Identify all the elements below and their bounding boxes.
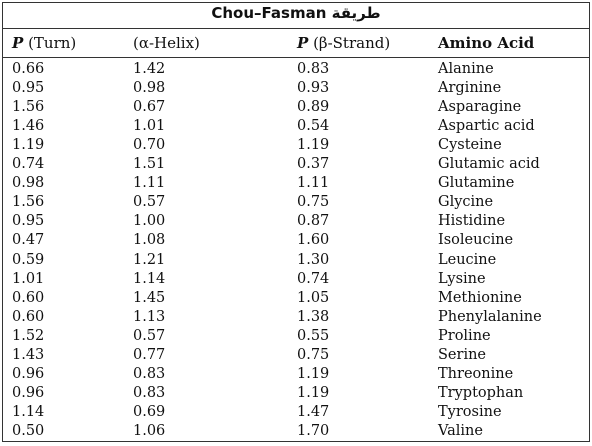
column-header: P (Turn) bbox=[12, 34, 76, 52]
propensity-value: 0.74 bbox=[297, 270, 330, 287]
propensity-value: 0.66 bbox=[12, 61, 45, 77]
propensity-value: 0.57 bbox=[133, 327, 166, 344]
propensity-value: 0.83 bbox=[133, 384, 166, 401]
header-symbol: P bbox=[297, 34, 309, 52]
propensity-value: 0.87 bbox=[297, 213, 330, 230]
propensity-value: 0.50 bbox=[12, 422, 45, 439]
propensity-value: 0.74 bbox=[12, 156, 45, 173]
propensity-value: 1.05 bbox=[297, 289, 330, 306]
propensity-value: 1.11 bbox=[297, 175, 330, 192]
amino-acid-name: Threonine bbox=[438, 365, 514, 382]
amino-acid-name: Glycine bbox=[438, 194, 494, 211]
propensity-value: 0.98 bbox=[133, 80, 166, 97]
header-text: Amino Acid bbox=[438, 34, 535, 52]
propensity-value: 1.19 bbox=[12, 137, 45, 154]
propensity-value: 1.42 bbox=[133, 61, 166, 77]
amino-acid-name: Glutamine bbox=[438, 175, 515, 192]
propensity-value: 1.56 bbox=[12, 194, 45, 211]
propensity-value: 0.95 bbox=[12, 80, 45, 97]
header-text: (β-Strand) bbox=[313, 34, 391, 52]
propensity-value: 0.98 bbox=[12, 175, 45, 192]
amino-acid-name: Leucine bbox=[438, 251, 497, 268]
propensity-value: 1.46 bbox=[12, 118, 45, 135]
propensity-value: 1.30 bbox=[297, 251, 330, 268]
propensity-value: 1.06 bbox=[133, 422, 166, 439]
amino-acid-name: Methionine bbox=[438, 289, 522, 306]
amino-acid-name: Asparagine bbox=[438, 99, 522, 116]
propensity-value: 0.55 bbox=[297, 327, 330, 344]
propensity-value: 0.93 bbox=[297, 80, 330, 97]
propensity-value: 0.75 bbox=[297, 346, 330, 363]
propensity-value: 0.83 bbox=[297, 61, 330, 77]
propensity-value: 0.57 bbox=[133, 194, 166, 211]
header-text: (α-Helix) bbox=[133, 34, 200, 52]
amino-acid-name: Cysteine bbox=[438, 137, 502, 154]
header-symbol: P bbox=[12, 34, 24, 52]
propensity-value: 0.95 bbox=[12, 213, 45, 230]
amino-acid-name: Tryptophan bbox=[438, 384, 524, 401]
propensity-value: 0.75 bbox=[297, 194, 330, 211]
amino-acid-name: Proline bbox=[438, 327, 491, 344]
header-text: (Turn) bbox=[28, 34, 77, 52]
propensity-value: 1.47 bbox=[297, 403, 330, 420]
propensity-value: 0.47 bbox=[12, 232, 45, 249]
propensity-value: 1.19 bbox=[297, 137, 330, 154]
propensity-value: 0.89 bbox=[297, 99, 330, 116]
title-rule bbox=[2, 28, 590, 29]
amino-acid-name: Histidine bbox=[438, 213, 506, 230]
propensity-value: 0.69 bbox=[133, 403, 166, 420]
propensity-value: 1.51 bbox=[133, 156, 166, 173]
propensity-value: 1.52 bbox=[12, 327, 45, 344]
amino-acid-name: Isoleucine bbox=[438, 232, 514, 249]
amino-acid-name: Aspartic acid bbox=[438, 118, 535, 135]
amino-acid-name: Phenylalanine bbox=[438, 308, 542, 325]
propensity-value: 1.14 bbox=[12, 403, 45, 420]
propensity-value: 1.11 bbox=[133, 175, 166, 192]
propensity-value: 0.37 bbox=[297, 156, 330, 173]
table-title: Chou–Fasman طريقة bbox=[211, 4, 381, 22]
amino-acid-name: Glutamic acid bbox=[438, 156, 540, 173]
propensity-value: 1.38 bbox=[297, 308, 330, 325]
propensity-value: 1.01 bbox=[133, 118, 166, 135]
column-header: Amino Acid bbox=[438, 34, 534, 52]
propensity-value: 1.45 bbox=[133, 289, 166, 306]
propensity-value: 0.83 bbox=[133, 365, 166, 382]
propensity-value: 1.00 bbox=[133, 213, 166, 230]
propensity-value: 0.77 bbox=[133, 346, 166, 363]
table-border bbox=[2, 2, 590, 442]
propensity-value: 1.13 bbox=[133, 308, 166, 325]
propensity-value: 0.54 bbox=[297, 118, 330, 135]
propensity-value: 0.96 bbox=[12, 384, 45, 401]
amino-acid-name: Tyrosine bbox=[438, 403, 502, 420]
column-header: (α-Helix) bbox=[133, 34, 200, 52]
propensity-value: 0.60 bbox=[12, 308, 45, 325]
amino-acid-name: Alanine bbox=[438, 61, 494, 77]
propensity-value: 1.19 bbox=[297, 365, 330, 382]
propensity-value: 1.43 bbox=[12, 346, 45, 363]
amino-acid-name: Lysine bbox=[438, 270, 486, 287]
propensity-value: 0.96 bbox=[12, 365, 45, 382]
propensity-value: 0.59 bbox=[12, 251, 45, 268]
propensity-value: 1.21 bbox=[133, 251, 166, 268]
column-header: P (β-Strand) bbox=[297, 34, 390, 52]
propensity-value: 1.08 bbox=[133, 232, 166, 249]
amino-acid-name: Valine bbox=[438, 422, 483, 439]
propensity-value: 1.70 bbox=[297, 422, 330, 439]
propensity-value: 1.19 bbox=[297, 384, 330, 401]
amino-acid-name: Arginine bbox=[438, 80, 502, 97]
propensity-value: 0.70 bbox=[133, 137, 166, 154]
propensity-value: 1.01 bbox=[12, 270, 45, 287]
propensity-value: 1.60 bbox=[297, 232, 330, 249]
propensity-value: 0.67 bbox=[133, 99, 166, 116]
amino-acid-name: Serine bbox=[438, 346, 487, 363]
propensity-value: 1.56 bbox=[12, 99, 45, 116]
header-rule bbox=[2, 57, 590, 58]
propensity-value: 1.14 bbox=[133, 270, 166, 287]
propensity-value: 0.60 bbox=[12, 289, 45, 306]
